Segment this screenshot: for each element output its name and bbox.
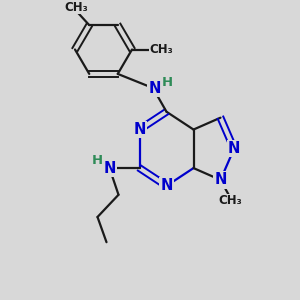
Text: CH₃: CH₃ <box>149 43 173 56</box>
Text: H: H <box>162 76 173 89</box>
Text: N: N <box>228 141 240 156</box>
Text: N: N <box>148 80 161 95</box>
Text: CH₃: CH₃ <box>218 194 242 207</box>
Text: N: N <box>214 172 227 188</box>
Text: CH₃: CH₃ <box>64 1 88 14</box>
Text: N: N <box>103 160 116 175</box>
Text: N: N <box>133 122 146 137</box>
Text: H: H <box>91 154 103 167</box>
Text: N: N <box>160 178 173 194</box>
